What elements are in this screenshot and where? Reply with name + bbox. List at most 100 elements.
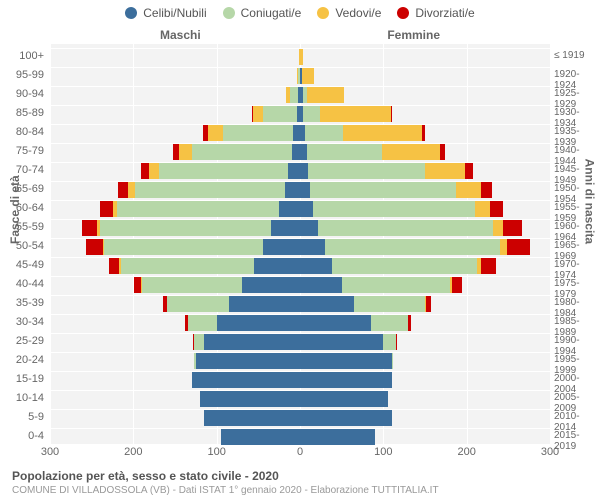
legend-swatch: [223, 7, 235, 19]
segment-divorced: [481, 258, 496, 274]
female-bar: [300, 106, 392, 122]
female-bar: [300, 391, 388, 407]
female-bar: [300, 296, 431, 312]
segment-married: [305, 125, 343, 141]
age-row: [50, 352, 550, 370]
segment-married: [167, 296, 230, 312]
age-row: [50, 390, 550, 408]
segment-single: [242, 277, 300, 293]
population-pyramid: Celibi/NubiliConiugati/eVedovi/eDivorzia…: [0, 0, 600, 500]
male-bar: [163, 296, 300, 312]
female-bar: [300, 201, 503, 217]
legend-label: Coniugati/e: [241, 6, 302, 20]
x-tick: 200: [124, 446, 142, 458]
female-bar: [300, 429, 375, 445]
male-bar: [203, 125, 300, 141]
age-label: 5-9: [0, 411, 48, 423]
chart-subtitle: COMUNE DI VILLADOSSOLA (VB) - Dati ISTAT…: [12, 485, 439, 496]
age-row: [50, 295, 550, 313]
segment-divorced: [503, 220, 521, 236]
birth-year-label: 2015-2019: [550, 430, 600, 452]
segment-single: [300, 182, 310, 198]
segment-divorced: [118, 182, 128, 198]
age-row: [50, 162, 550, 180]
segment-single: [300, 258, 332, 274]
male-bar: [192, 372, 300, 388]
male-bar: [193, 334, 300, 350]
segment-single: [192, 372, 300, 388]
age-label: 20-24: [0, 354, 48, 366]
age-label: 100+: [0, 50, 48, 62]
segment-divorced: [82, 220, 97, 236]
x-tick: 300: [41, 446, 59, 458]
bars: [50, 48, 550, 447]
female-bar: [300, 87, 344, 103]
male-bar: [204, 410, 300, 426]
age-row: [50, 48, 550, 66]
segment-divorced: [490, 201, 503, 217]
female-bar: [300, 182, 492, 198]
female-bar: [300, 68, 314, 84]
legend-item: Coniugati/e: [223, 6, 302, 20]
segment-widowed: [300, 49, 303, 65]
x-tick: 100: [207, 446, 225, 458]
segment-widowed: [320, 106, 391, 122]
chart-title: Popolazione per età, sesso e stato civil…: [12, 469, 439, 483]
segment-married: [117, 201, 280, 217]
legend-label: Divorziati/e: [415, 6, 474, 20]
female-bar: [300, 239, 530, 255]
segment-divorced: [100, 201, 113, 217]
segment-divorced: [440, 144, 445, 160]
segment-widowed: [179, 144, 192, 160]
segment-married: [310, 182, 456, 198]
age-label: 65-69: [0, 183, 48, 195]
segment-married: [223, 125, 294, 141]
age-label: 15-19: [0, 373, 48, 385]
male-title: Maschi: [160, 28, 201, 42]
male-bar: [100, 201, 300, 217]
age-label: 30-34: [0, 316, 48, 328]
birth-year-label: ≤ 1919: [550, 50, 600, 61]
age-row: [50, 200, 550, 218]
legend-item: Celibi/Nubili: [125, 6, 206, 20]
male-bar: [173, 144, 300, 160]
segment-single: [300, 410, 392, 426]
segment-single: [300, 372, 392, 388]
x-tick: 100: [374, 446, 392, 458]
female-bar: [300, 315, 411, 331]
age-row: [50, 257, 550, 275]
segment-single: [221, 429, 300, 445]
female-bar: [300, 372, 392, 388]
segment-single: [200, 391, 300, 407]
segment-divorced: [109, 258, 119, 274]
female-title: Femmine: [387, 28, 440, 42]
footer: Popolazione per età, sesso e stato civil…: [12, 469, 439, 496]
segment-married: [313, 201, 476, 217]
age-row: [50, 276, 550, 294]
x-tick: 0: [297, 446, 303, 458]
age-row: [50, 409, 550, 427]
segment-widowed: [493, 220, 503, 236]
age-label: 95-99: [0, 69, 48, 81]
segment-widowed: [343, 125, 422, 141]
male-bar: [200, 391, 300, 407]
male-bar: [82, 220, 300, 236]
segment-divorced: [422, 125, 425, 141]
age-row: [50, 333, 550, 351]
segment-divorced: [86, 239, 103, 255]
male-bar: [118, 182, 300, 198]
segment-single: [292, 144, 300, 160]
segment-widowed: [208, 125, 223, 141]
age-row: [50, 371, 550, 389]
female-bar: [300, 125, 425, 141]
segment-single: [196, 353, 300, 369]
segment-single: [300, 144, 307, 160]
female-bar: [300, 334, 397, 350]
segment-widowed: [128, 182, 135, 198]
segment-widowed: [253, 106, 263, 122]
segment-married: [332, 258, 478, 274]
male-bar: [109, 258, 300, 274]
segment-married: [100, 220, 271, 236]
age-row: [50, 67, 550, 85]
segment-single: [229, 296, 300, 312]
